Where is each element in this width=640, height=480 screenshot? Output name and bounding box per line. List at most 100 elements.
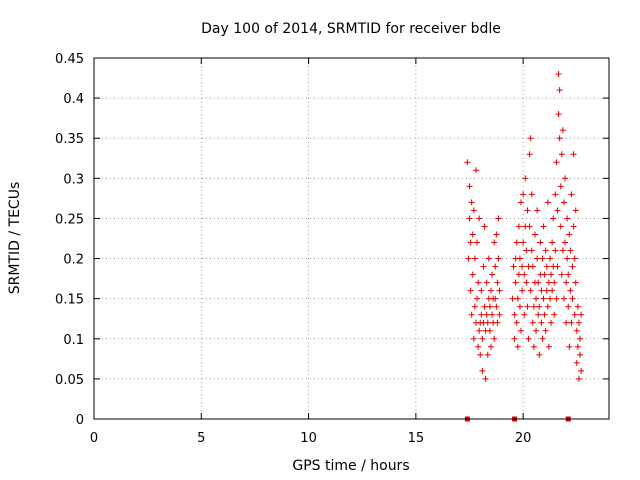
data-point (478, 287, 485, 294)
data-point (471, 303, 478, 310)
x-tick-label: 5 (197, 431, 205, 446)
data-point (562, 239, 569, 246)
data-point (574, 303, 581, 310)
data-point (569, 263, 576, 270)
data-point (528, 247, 535, 254)
data-point (471, 255, 478, 262)
data-point (487, 287, 494, 294)
data-point (479, 367, 486, 374)
x-tick-label: 10 (300, 431, 317, 446)
data-point (476, 215, 483, 222)
data-point (485, 255, 492, 262)
data-point (562, 175, 569, 182)
data-point (533, 295, 540, 302)
data-point (535, 311, 542, 318)
data-point (541, 271, 548, 278)
data-point (518, 199, 525, 206)
y-tick-label: 0.4 (63, 92, 84, 107)
data-point (539, 335, 546, 342)
data-point (573, 359, 580, 366)
data-point (548, 271, 555, 278)
data-point (516, 303, 523, 310)
data-point (573, 327, 580, 334)
data-point (571, 255, 578, 262)
data-point (542, 247, 549, 254)
y-tick-label: 0.05 (55, 373, 84, 388)
data-point (475, 279, 482, 286)
data-point (567, 247, 574, 254)
x-tick-label: 20 (515, 431, 532, 446)
data-point (476, 327, 483, 334)
y-tick-label: 0.2 (63, 253, 84, 268)
data-point (564, 215, 571, 222)
data-point (494, 279, 501, 286)
data-point (474, 295, 481, 302)
data-point (483, 311, 490, 318)
data-point (493, 231, 500, 238)
data-point (468, 311, 475, 318)
data-point (495, 255, 502, 262)
data-point (487, 343, 494, 350)
data-point (544, 303, 551, 310)
data-point (525, 335, 532, 342)
data-point (571, 311, 578, 318)
data-point (519, 263, 526, 270)
data-point (509, 295, 516, 302)
data-point (578, 311, 585, 318)
data-point (495, 215, 502, 222)
data-point (559, 127, 566, 134)
data-point (469, 271, 476, 278)
data-points (464, 71, 585, 382)
data-point (543, 287, 550, 294)
data-point (560, 199, 567, 206)
data-point (554, 207, 561, 214)
data-point (531, 231, 538, 238)
data-point (523, 247, 530, 254)
data-point (520, 239, 527, 246)
data-point (464, 159, 471, 166)
data-point (575, 375, 582, 382)
data-point (533, 327, 540, 334)
data-point (513, 319, 520, 326)
data-point (465, 255, 472, 262)
data-point (496, 311, 503, 318)
data-point (470, 207, 477, 214)
data-point (539, 255, 546, 262)
data-point (557, 183, 564, 190)
data-point (534, 207, 541, 214)
data-point (489, 311, 496, 318)
data-point (467, 287, 474, 294)
data-point (554, 263, 561, 270)
data-point (537, 239, 544, 246)
data-point (558, 151, 565, 158)
data-point (558, 271, 565, 278)
data-point (484, 351, 491, 358)
data-point (544, 199, 551, 206)
data-point (466, 215, 473, 222)
data-point (481, 223, 488, 230)
y-axis-label: SRMTID / TECUs (7, 182, 23, 295)
data-point (491, 335, 498, 342)
data-point (566, 343, 573, 350)
data-point (526, 151, 533, 158)
axis-ticks (93, 57, 609, 420)
data-point (549, 239, 556, 246)
data-point (552, 191, 559, 198)
plot-frame (93, 57, 610, 420)
data-point (511, 335, 518, 342)
data-point (536, 303, 543, 310)
data-point (491, 239, 498, 246)
data-point (572, 279, 579, 286)
data-point (557, 223, 564, 230)
data-point (568, 319, 575, 326)
x-tick-label: 0 (90, 431, 98, 446)
data-point (522, 175, 529, 182)
data-point (559, 247, 566, 254)
tick-labels: 0 0.05 0.1 0.15 0.2 0.25 0.3 0.35 0.4 0.45 0 5 10 15 2… (55, 52, 531, 446)
y-tick-label: 0 (76, 413, 84, 428)
data-point (481, 303, 488, 310)
data-point (556, 135, 563, 142)
data-point (536, 351, 543, 358)
data-point (570, 223, 577, 230)
